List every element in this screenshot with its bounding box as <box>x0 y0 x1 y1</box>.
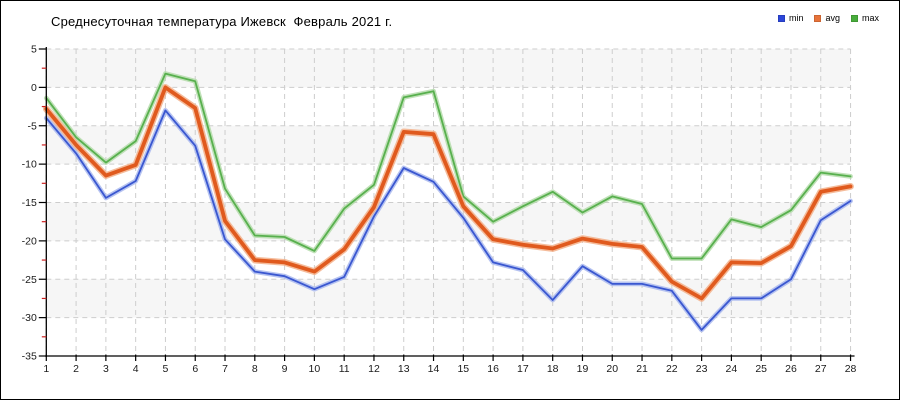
svg-text:26: 26 <box>785 363 797 375</box>
svg-text:11: 11 <box>339 363 350 375</box>
svg-text:23: 23 <box>696 363 708 375</box>
y-tick-labels: 5 0 -5 -10 -15 -20 -25 -30 -35 <box>22 44 37 363</box>
chart-title: Среднесуточная температура Ижевск Феврал… <box>51 14 393 29</box>
svg-text:9: 9 <box>282 363 288 375</box>
svg-text:6: 6 <box>192 363 198 375</box>
svg-text:27: 27 <box>815 363 827 375</box>
svg-text:-25: -25 <box>22 274 37 286</box>
svg-text:19: 19 <box>577 363 589 375</box>
legend-item-min: min <box>777 13 804 23</box>
svg-text:24: 24 <box>726 363 738 375</box>
legend-item-avg: avg <box>814 14 840 23</box>
svg-text:17: 17 <box>517 363 529 375</box>
svg-text:18: 18 <box>547 363 559 375</box>
avg-series-swatch <box>814 15 822 22</box>
svg-text:16: 16 <box>487 363 499 375</box>
svg-text:2: 2 <box>73 363 79 375</box>
max-series-swatch <box>850 15 858 22</box>
svg-text:-5: -5 <box>27 120 36 132</box>
legend-label-avg: avg <box>825 13 840 23</box>
svg-text:22: 22 <box>666 363 678 375</box>
svg-text:13: 13 <box>398 363 410 375</box>
min-series-swatch <box>777 15 785 22</box>
legend-label-max: max <box>861 13 879 23</box>
svg-text:1: 1 <box>43 363 49 375</box>
y-minor-ticks <box>41 67 47 338</box>
svg-text:21: 21 <box>636 363 648 375</box>
svg-text:-15: -15 <box>22 197 37 209</box>
x-tick-labels: 1 2 3 4 5 6 7 8 9 10 11 12 13 14 15 16 17 18 19 20 21 22 23 24 2… <box>43 363 856 375</box>
svg-text:15: 15 <box>457 363 469 375</box>
svg-text:28: 28 <box>845 363 857 375</box>
svg-text:7: 7 <box>222 363 228 375</box>
svg-text:5: 5 <box>31 44 37 56</box>
x-axis-ticks <box>45 354 852 361</box>
svg-text:4: 4 <box>133 363 139 375</box>
svg-text:8: 8 <box>252 363 258 375</box>
svg-text:3: 3 <box>103 363 109 375</box>
series-min <box>43 108 853 333</box>
series-avg <box>42 84 854 302</box>
series-max <box>43 71 853 261</box>
svg-text:-30: -30 <box>22 312 37 324</box>
svg-text:0: 0 <box>31 82 37 94</box>
svg-text:10: 10 <box>309 363 321 375</box>
svg-text:-35: -35 <box>22 351 37 363</box>
svg-text:-10: -10 <box>22 159 37 171</box>
y-axis-ticks <box>38 48 47 357</box>
svg-text:14: 14 <box>428 363 440 375</box>
svg-text:-20: -20 <box>22 235 37 247</box>
svg-text:5: 5 <box>163 363 169 375</box>
svg-text:20: 20 <box>606 363 618 375</box>
svg-text:25: 25 <box>755 363 767 375</box>
legend: min avg max <box>777 13 879 23</box>
svg-text:12: 12 <box>368 363 380 375</box>
legend-item-max: max <box>850 13 879 23</box>
legend-label-min: min <box>788 13 804 23</box>
